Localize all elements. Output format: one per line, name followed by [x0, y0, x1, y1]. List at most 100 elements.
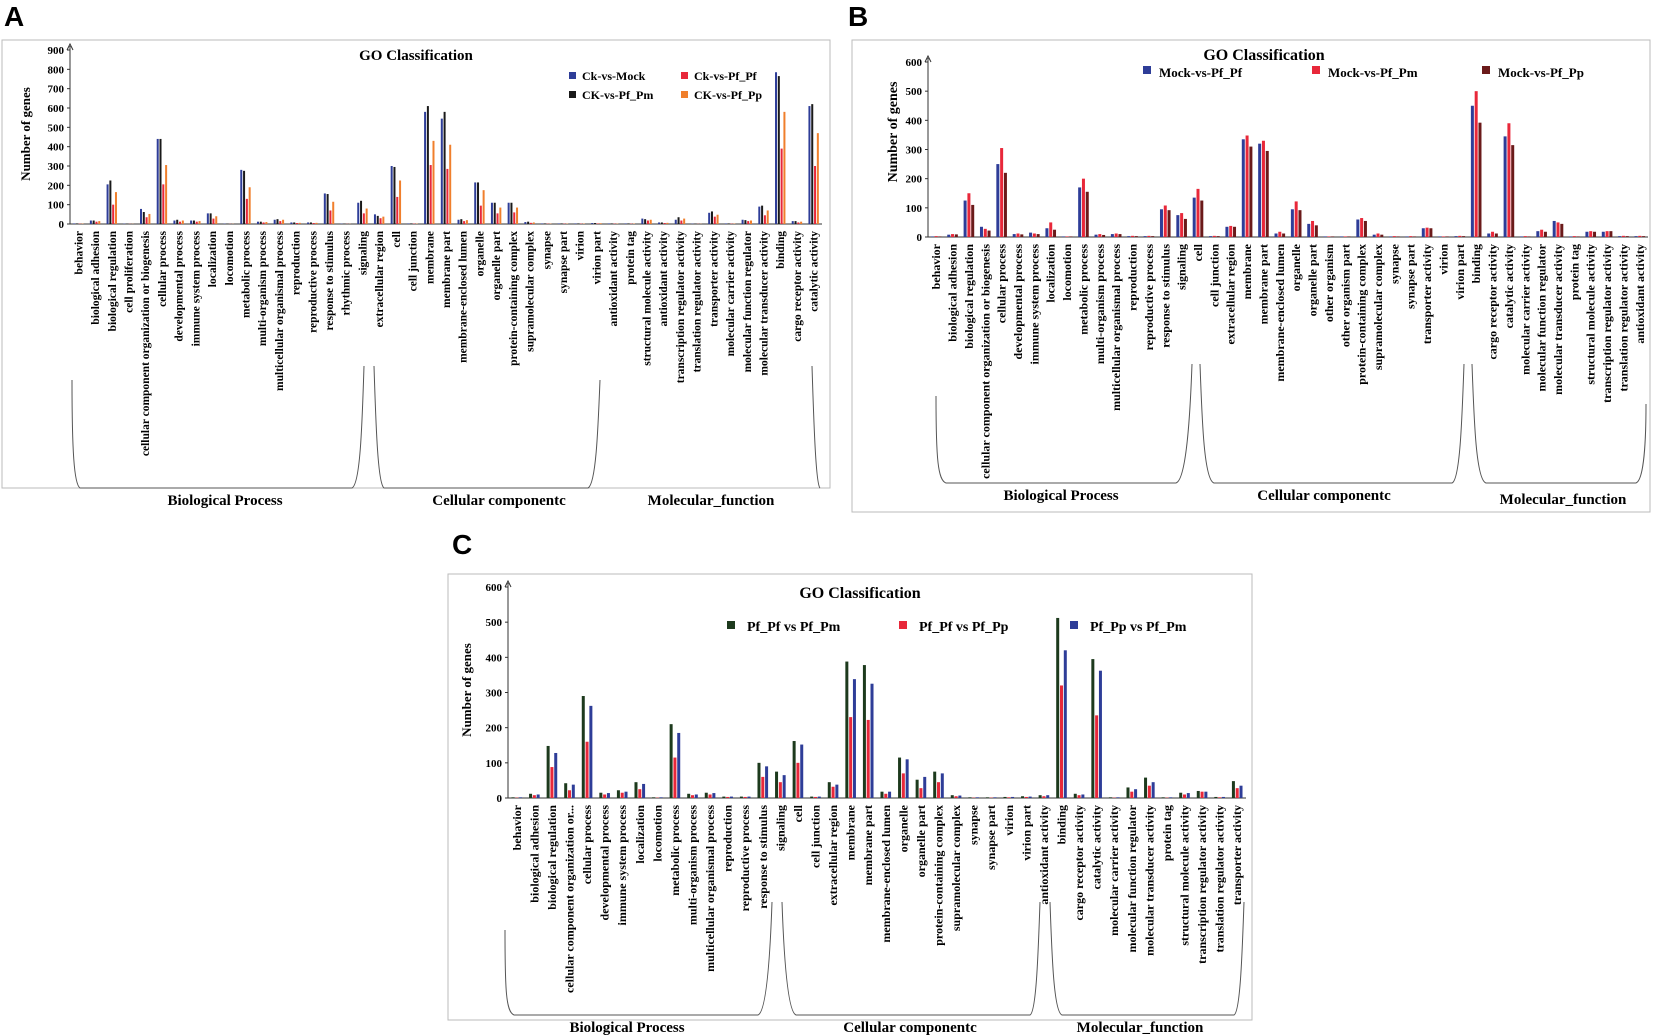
- chart-b-bar: [1225, 226, 1229, 237]
- chart-b-category-label: cell junction: [1207, 244, 1221, 307]
- chart-c-bar: [761, 776, 765, 798]
- chart-b-bar: [1118, 234, 1122, 237]
- chart-c-category-label: multi-organism process: [686, 805, 700, 925]
- chart-b-bar: [1209, 236, 1213, 237]
- chart-b-bar: [938, 236, 942, 237]
- chart-a-bar: [262, 222, 265, 224]
- chart-a-bar: [479, 205, 482, 224]
- chart-a-bar: [443, 111, 446, 224]
- chart-b-bar: [1147, 235, 1151, 237]
- chart-c-category-label: cell: [791, 804, 805, 822]
- chart-a-category-label: locomotion: [224, 230, 236, 285]
- chart-a-bar: [206, 213, 209, 224]
- chart-b-bar: [1569, 236, 1573, 237]
- chart-b-bar: [1282, 233, 1286, 237]
- chart-c-plot: 0 100 200 300 400 500 600 behavior biological ad…: [486, 579, 1246, 993]
- legend-c-label-pfpp-vs-pfpm: Pf_Pp vs Pf_Pm: [1090, 620, 1187, 635]
- chart-a-category-label: antioxidant activity: [608, 231, 620, 327]
- chart-a-bar: [513, 212, 516, 224]
- chart-a-bar: [724, 223, 727, 224]
- chart-c-category-label: response to stimulus: [756, 805, 770, 909]
- chart-a-category-label: reproductive process: [307, 230, 319, 332]
- chart-a-bar: [800, 221, 803, 224]
- chart-b-bar: [1425, 227, 1429, 237]
- chart-a-bar: [393, 166, 396, 224]
- chart-c-y-tick-label: 600: [486, 582, 503, 594]
- chart-a-y-tick-label: 500: [48, 122, 65, 134]
- legend-c-swatch-pfpf-vs-pfpp: [899, 621, 907, 629]
- chart-c-bar: [1098, 670, 1102, 798]
- chart-b-bar: [1503, 136, 1507, 237]
- chart-b-bar: [996, 164, 1000, 237]
- chart-c-bar: [792, 741, 796, 798]
- chart-c-ylabel: Number of genes: [459, 643, 474, 737]
- chart-c-bar: [810, 796, 814, 798]
- chart-c-bar: [585, 741, 589, 798]
- chart-a-category-label: rhythmic process: [341, 230, 353, 315]
- chart-c-bar: [726, 796, 730, 798]
- chart-a-bar: [794, 221, 797, 224]
- chart-b-bar: [1192, 197, 1196, 237]
- chart-b-bar: [1618, 236, 1622, 237]
- chart-b-bar: [1258, 143, 1262, 237]
- chart-a-bar: [407, 223, 410, 224]
- chart-c-bar: [954, 796, 958, 798]
- chart-a-bar: [741, 219, 744, 224]
- chart-a-bar: [357, 202, 360, 224]
- chart-a-y-tick-label: 400: [48, 142, 65, 154]
- chart-a-bar: [596, 223, 599, 224]
- chart-c-bar: [1144, 777, 1148, 798]
- chart-b-bar: [1438, 236, 1442, 237]
- chart-b-category-label: synapse part: [1404, 244, 1418, 309]
- chart-c-bar: [1204, 791, 1208, 798]
- chart-c-y-tick-label: 200: [486, 723, 503, 735]
- chart-b-category-label: virion part: [1453, 244, 1467, 300]
- chart-a-bar: [279, 221, 282, 224]
- chart-c-bar: [729, 796, 733, 798]
- chart-c-bar: [739, 796, 743, 798]
- chart-b-bar: [983, 228, 987, 237]
- chart-a-bar: [607, 223, 610, 224]
- legend-a-label-ck-vs-mock: Ck-vs-Mock: [582, 69, 646, 83]
- chart-a-bar: [527, 221, 530, 224]
- chart-b-bar: [1127, 236, 1131, 237]
- chart-b-category-label: cell: [1191, 243, 1205, 261]
- chart-b-category-label: molecular function regulator: [1535, 243, 1549, 391]
- chart-a-bar: [165, 165, 168, 224]
- chart-b-bar: [979, 226, 983, 237]
- chart-b-bar: [1003, 172, 1007, 237]
- chart-b-bar: [1311, 220, 1315, 237]
- chart-a-bar: [145, 217, 148, 224]
- chart-a-bar: [243, 170, 246, 224]
- chart-a-bar: [399, 180, 402, 224]
- chart-a-bar: [477, 182, 480, 224]
- chart-c-category-label: catalytic activity: [1090, 805, 1104, 889]
- chart-a-category-label: organelle: [474, 231, 486, 276]
- chart-b-bar: [1601, 231, 1605, 237]
- chart-a-bar: [195, 221, 198, 224]
- chart-b-bar: [1053, 229, 1057, 237]
- group-label-b-biological: Biological Process: [1003, 488, 1118, 504]
- chart-b-y-axis-arrow: [924, 54, 932, 63]
- chart-a-y-tick-label: 900: [48, 45, 65, 57]
- chart-b-category-label: immune system process: [1027, 244, 1041, 365]
- chart-c-category-label: supramolecular complex: [949, 805, 963, 931]
- group-label-a-molecular: Molecular_function: [648, 493, 775, 509]
- chart-c-bar: [1130, 791, 1134, 798]
- chart-b-category-label: reproduction: [1126, 244, 1140, 311]
- chart-b-ylabel: Number of genes: [886, 81, 901, 182]
- chart-a-bar: [761, 205, 764, 224]
- chart-b-bar: [1180, 213, 1184, 237]
- chart-a-bar: [591, 223, 594, 224]
- chart-a-bar: [493, 202, 496, 224]
- chart-a-bar: [814, 166, 817, 224]
- chart-c-title: GO Classification: [799, 585, 920, 602]
- chart-c-category-label: molecular carrier activity: [1107, 805, 1121, 936]
- group-label-a-cellular: Cellular componentc: [432, 493, 566, 509]
- chart-c-bar: [554, 752, 558, 798]
- chart-b-bar: [1347, 236, 1351, 237]
- chart-c-category-label: organelle part: [914, 805, 928, 877]
- chart-b-bar: [1176, 215, 1180, 237]
- chart-a-category-label: response to stimulus: [324, 230, 336, 330]
- chart-c-bar: [550, 767, 554, 798]
